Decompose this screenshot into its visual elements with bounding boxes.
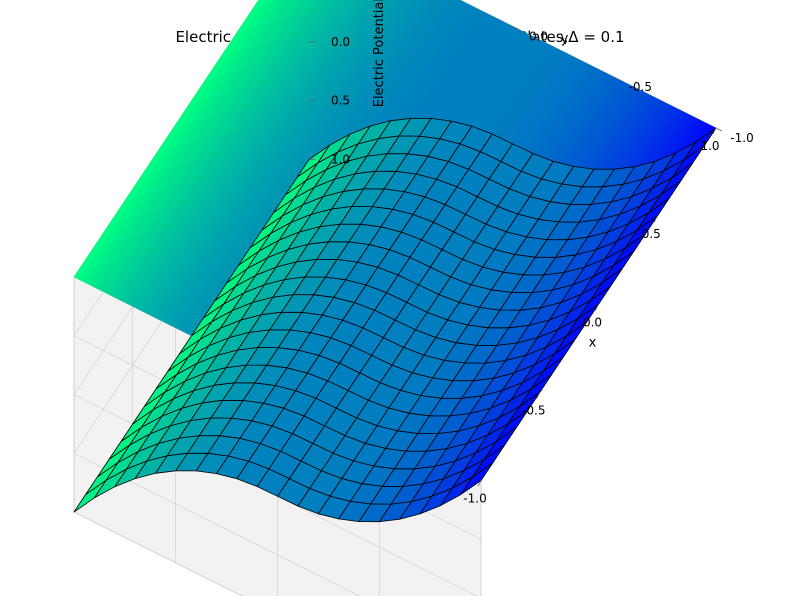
chart-container: Electric Potential Distribution Near Two… (0, 0, 800, 596)
surface-plot: -1.0-0.50.00.51.0-1.0-0.50.00.51.0-1.0-0… (0, 0, 800, 596)
